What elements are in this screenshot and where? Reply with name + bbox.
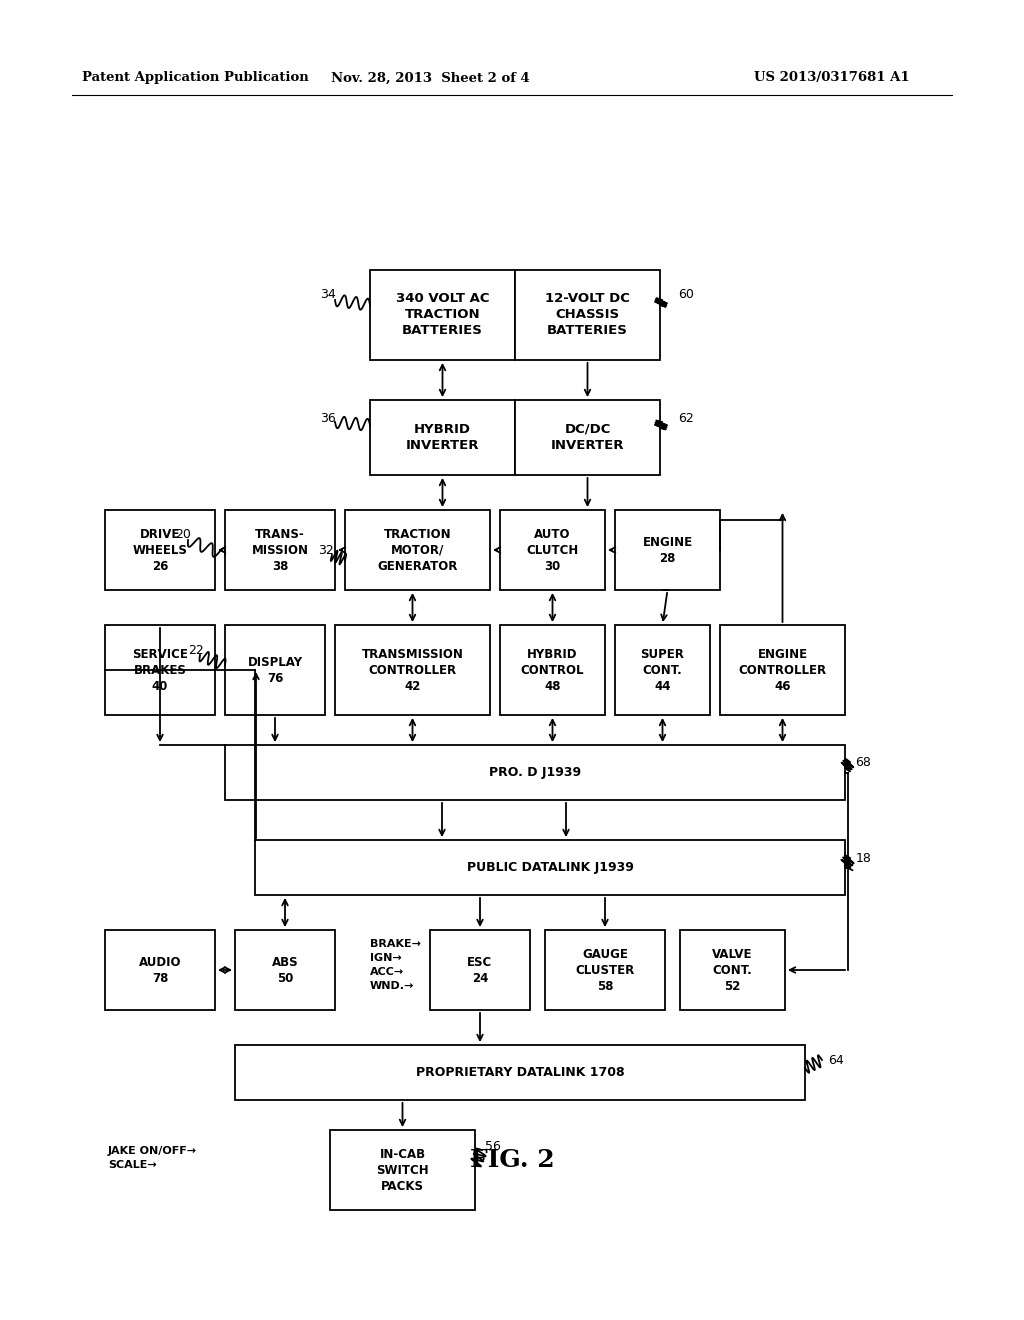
Text: TRANSMISSION
CONTROLLER
42: TRANSMISSION CONTROLLER 42: [361, 648, 464, 693]
Text: ESC
24: ESC 24: [467, 956, 493, 985]
Bar: [500, 624, 605, 715]
Bar: [234, 1045, 805, 1100]
Bar: [225, 744, 845, 800]
Text: GAUGE
CLUSTER
58: GAUGE CLUSTER 58: [575, 948, 635, 993]
Bar: [255, 840, 845, 895]
Bar: [500, 510, 605, 590]
Text: ENGINE
28: ENGINE 28: [642, 536, 692, 565]
Bar: [234, 931, 335, 1010]
Text: 22: 22: [188, 644, 204, 656]
Text: AUDIO
78: AUDIO 78: [138, 956, 181, 985]
Bar: [105, 624, 215, 715]
Bar: [330, 1130, 475, 1210]
Text: ENGINE
CONTROLLER
46: ENGINE CONTROLLER 46: [738, 648, 826, 693]
Text: HYBRID
INVERTER: HYBRID INVERTER: [406, 422, 479, 451]
Text: BRAKE→
IGN→
ACC→
WND.→: BRAKE→ IGN→ ACC→ WND.→: [370, 939, 421, 991]
Bar: [225, 624, 325, 715]
Text: ABS
50: ABS 50: [271, 956, 298, 985]
Text: TRACTION
MOTOR/
GENERATOR: TRACTION MOTOR/ GENERATOR: [377, 528, 458, 573]
Text: 36: 36: [319, 412, 336, 425]
Text: 34: 34: [319, 289, 336, 301]
Bar: [515, 271, 660, 360]
Text: IN-CAB
SWITCH
PACKS: IN-CAB SWITCH PACKS: [376, 1147, 429, 1192]
Bar: [615, 510, 720, 590]
Text: DC/DC
INVERTER: DC/DC INVERTER: [551, 422, 625, 451]
Bar: [105, 510, 215, 590]
Text: 32: 32: [318, 544, 334, 557]
Bar: [345, 510, 490, 590]
Bar: [680, 931, 785, 1010]
Bar: [515, 400, 660, 475]
Text: Patent Application Publication: Patent Application Publication: [82, 71, 309, 84]
Bar: [335, 624, 490, 715]
Bar: [370, 400, 515, 475]
Text: 68: 68: [855, 755, 870, 768]
Bar: [615, 624, 710, 715]
Text: TRANS-
MISSION
38: TRANS- MISSION 38: [252, 528, 308, 573]
Text: PRO. D J1939: PRO. D J1939: [488, 766, 581, 779]
Bar: [545, 931, 665, 1010]
Text: DISPLAY
76: DISPLAY 76: [248, 656, 302, 685]
Text: 62: 62: [678, 412, 693, 425]
Text: PROPRIETARY DATALINK 1708: PROPRIETARY DATALINK 1708: [416, 1067, 625, 1078]
Text: JAKE ON/OFF→
SCALE→: JAKE ON/OFF→ SCALE→: [108, 1146, 198, 1170]
Text: SERVICE
BRAKES
40: SERVICE BRAKES 40: [132, 648, 188, 693]
Bar: [105, 931, 215, 1010]
Bar: [430, 931, 530, 1010]
Text: DRIVE
WHEELS
26: DRIVE WHEELS 26: [132, 528, 187, 573]
Text: 340 VOLT AC
TRACTION
BATTERIES: 340 VOLT AC TRACTION BATTERIES: [395, 293, 489, 338]
Text: SUPER
CONT.
44: SUPER CONT. 44: [641, 648, 684, 693]
Text: HYBRID
CONTROL
48: HYBRID CONTROL 48: [521, 648, 585, 693]
Text: US 2013/0317681 A1: US 2013/0317681 A1: [755, 71, 910, 84]
Bar: [720, 624, 845, 715]
Text: FIG. 2: FIG. 2: [470, 1148, 554, 1172]
Text: 60: 60: [678, 289, 694, 301]
Text: 56: 56: [485, 1140, 501, 1154]
Bar: [370, 271, 515, 360]
Text: 18: 18: [856, 851, 871, 865]
Bar: [225, 510, 335, 590]
Text: AUTO
CLUTCH
30: AUTO CLUTCH 30: [526, 528, 579, 573]
Text: PUBLIC DATALINK J1939: PUBLIC DATALINK J1939: [467, 861, 634, 874]
Text: 64: 64: [828, 1053, 844, 1067]
Text: VALVE
CONT.
52: VALVE CONT. 52: [713, 948, 753, 993]
Text: 12-VOLT DC
CHASSIS
BATTERIES: 12-VOLT DC CHASSIS BATTERIES: [545, 293, 630, 338]
Text: Nov. 28, 2013  Sheet 2 of 4: Nov. 28, 2013 Sheet 2 of 4: [331, 71, 529, 84]
Text: 20: 20: [175, 528, 190, 541]
